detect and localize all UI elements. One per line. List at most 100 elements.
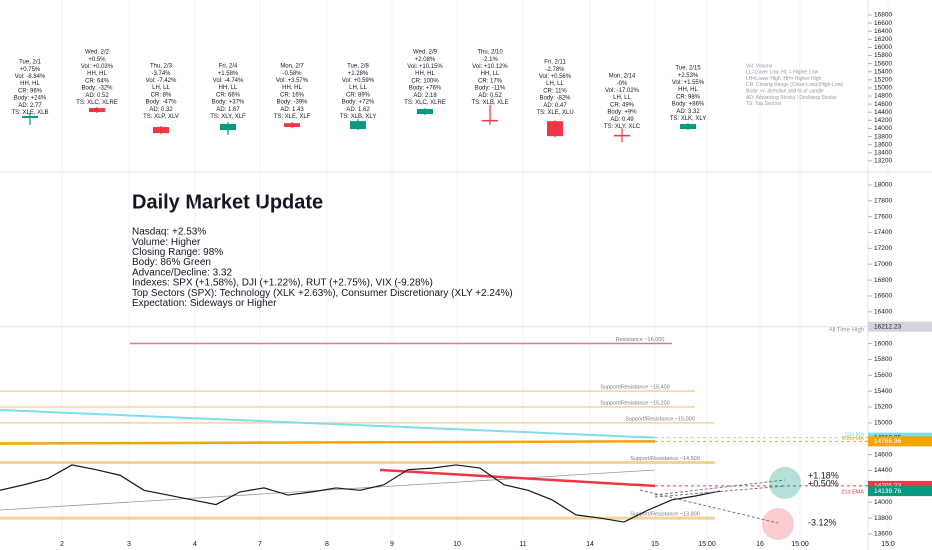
summary-line: Indexes: SPX (+1.58%), DJI (+1.22%), RUT… <box>132 278 433 289</box>
card-line: Vol: -17.02% <box>605 88 640 94</box>
summary-line: Top Sectors (SPX): Technology (XLK +2.63… <box>132 288 513 299</box>
card-line: AD: 1.67 <box>216 107 240 113</box>
y-tick-label: 17400 <box>874 229 892 236</box>
price-box <box>868 486 932 497</box>
y-tick-label: 16600 <box>874 20 892 27</box>
card-line: Mon, 2/14 <box>609 74 636 80</box>
y-tick-label: 14600 <box>874 451 892 458</box>
summary-line: Closing Range: 98% <box>132 247 223 258</box>
card-line: +0.5% <box>88 57 106 63</box>
legend-line: CR: Closing Range (Close-Low)/(High-Low) <box>746 82 843 88</box>
price-box <box>868 436 932 447</box>
price-box-label: 14139.76 <box>874 488 901 495</box>
card-line: Body: +86% <box>672 102 705 108</box>
ma-name: 21d EMA <box>841 489 864 495</box>
card-line: HH, HL <box>87 71 107 77</box>
card-line: LH, LL <box>613 95 631 101</box>
legend-line: AD: Advancing Stocks / Declining Stocks <box>746 95 837 101</box>
y-tick-label: 13400 <box>874 149 892 156</box>
ma-line <box>379 468 656 488</box>
y-tick-label: 16000 <box>874 340 892 347</box>
card-line: Body: -47% <box>145 100 177 106</box>
card-line: AD: 0.52 <box>85 93 109 99</box>
card-line: TS: XLC, XLRE <box>76 100 118 106</box>
y-tick-label: 14400 <box>874 467 892 474</box>
card-line: CR: 8% <box>151 92 172 98</box>
card-line: LH, LL <box>349 85 367 91</box>
price-box-label: 16212.23 <box>874 323 901 330</box>
card-line: CR: 16% <box>280 92 305 98</box>
y-tick-label: 16800 <box>874 12 892 19</box>
proj-line <box>654 479 786 496</box>
card-line: Vol: +1.55% <box>672 80 705 86</box>
card-line: TS: XLE, XLU <box>536 110 573 116</box>
proj-circle <box>769 467 801 499</box>
proj-circle <box>762 508 794 540</box>
card-line: TS: XLK, XLY <box>670 116 707 122</box>
ma-line <box>0 440 656 445</box>
candle-body <box>284 123 300 128</box>
card-line: +0.75% <box>20 67 41 73</box>
y-tick-label: 16200 <box>874 36 892 43</box>
x-tick-label: 7 <box>258 541 262 548</box>
x-tick-label: 14 <box>586 541 594 548</box>
summary-line: Volume: Higher <box>132 237 201 248</box>
card-line: CR: 49% <box>610 102 635 108</box>
y-tick-label: 13800 <box>874 133 892 140</box>
chart-title: Daily Market Update <box>132 191 323 213</box>
card-line: Body: +72% <box>342 100 375 106</box>
y-tick-label: 13600 <box>874 531 892 538</box>
y-tick-label: 15400 <box>874 68 892 75</box>
candle-body <box>547 121 563 137</box>
card-line: Vol: +0.59% <box>342 78 375 84</box>
card-line: AD: 0.49 <box>610 117 634 123</box>
x-tick-label: 15:0 <box>881 541 895 548</box>
card-line: Vol: -4.74% <box>213 78 244 84</box>
proj-label: +1.18% <box>808 470 839 480</box>
card-line: Wed, 2/9 <box>413 50 438 56</box>
y-tick-label: 14000 <box>874 125 892 132</box>
card-line: CR: 98% <box>676 94 701 100</box>
legend-line: LH=Lower High, HH= Higher High <box>746 76 822 82</box>
y-tick-label: 17200 <box>874 245 892 252</box>
legend-line: Body: +/- direction and % of candle <box>746 89 824 95</box>
card-line: Fri, 2/4 <box>219 64 238 70</box>
card-line: AD: 0.32 <box>149 107 173 113</box>
price-box-label: 14766.96 <box>874 438 901 445</box>
candle-body <box>153 127 169 134</box>
level-label: Support/Resistance ~15,200 <box>600 400 670 406</box>
y-tick-label: 17000 <box>874 261 892 268</box>
card-line: -0% <box>617 81 628 87</box>
card-line: Body: -11% <box>475 86 506 92</box>
y-tick-label: 14600 <box>874 101 892 108</box>
proj-line <box>639 489 779 524</box>
card-line: TS: XLB, XLY <box>340 114 377 120</box>
candle-body <box>350 121 366 130</box>
card-line: TS: XLB, XLE <box>471 100 508 106</box>
card-line: Tue, 2/1 <box>19 60 41 66</box>
x-tick-label: 4 <box>193 541 197 548</box>
card-line: Vol: +10.15% <box>407 64 443 70</box>
card-line: Fri, 2/11 <box>544 60 566 66</box>
ma-name: 200d MA <box>842 436 864 442</box>
legend-line: Vol: Volume <box>746 63 773 69</box>
card-line: HH, HL <box>282 85 302 91</box>
card-line: Body: -39% <box>276 100 308 106</box>
ma-line <box>0 408 656 439</box>
card-line: Vol: +10.12% <box>472 64 508 70</box>
card-line: Tue, 2/15 <box>675 66 701 72</box>
x-tick-label: 15:00 <box>791 541 809 548</box>
level-label: Resistance ~16,000 <box>616 337 665 343</box>
card-line: LH, LL <box>546 81 564 87</box>
y-tick-label: 14200 <box>874 117 892 124</box>
candle-body <box>89 108 105 113</box>
y-tick-label: 15200 <box>874 77 892 84</box>
y-tick-label: 16400 <box>874 309 892 316</box>
card-line: -3.74% <box>151 71 171 77</box>
y-tick-label: 15200 <box>874 404 892 411</box>
card-line: CR: 100% <box>411 78 439 84</box>
ath-name: All Time High <box>829 327 864 333</box>
card-line: HH, HL <box>678 87 698 93</box>
summary-line: Expectation: Sideways or Higher <box>132 298 277 309</box>
